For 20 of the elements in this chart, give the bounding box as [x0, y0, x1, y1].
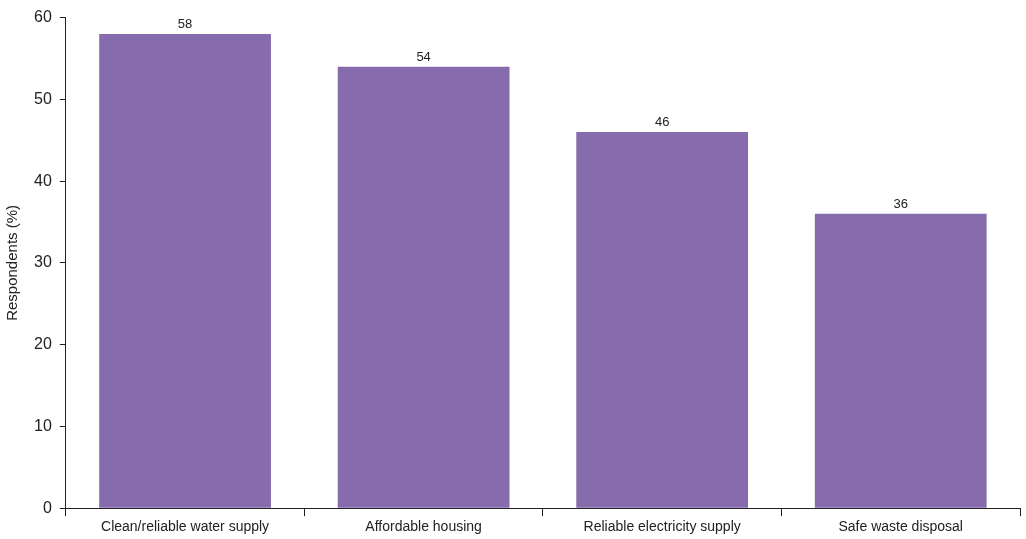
y-tick-label: 60 [34, 8, 52, 26]
data-label: 54 [416, 48, 431, 64]
y-tick-label: 40 [34, 171, 52, 189]
y-tick-label: 10 [34, 416, 52, 434]
bar [814, 213, 987, 508]
data-label: 46 [654, 114, 670, 130]
bar [576, 132, 749, 508]
data-label: 36 [893, 195, 908, 211]
x-tick-label: Clean/reliable water supply [101, 518, 270, 535]
bar [337, 66, 510, 508]
y-axis-title: Respondents (%) [3, 204, 21, 321]
data-label: 58 [177, 16, 193, 32]
y-tick-label: 50 [34, 89, 52, 107]
x-tick-label: Safe waste disposal [838, 518, 963, 535]
bar [99, 33, 271, 508]
y-tick-label: 0 [42, 498, 52, 516]
x-tick-label: Affordable housing [365, 518, 482, 535]
y-tick-label: 30 [34, 253, 52, 271]
y-tick-label: 20 [34, 335, 52, 353]
x-tick-label: Reliable electricity supply [583, 518, 741, 535]
